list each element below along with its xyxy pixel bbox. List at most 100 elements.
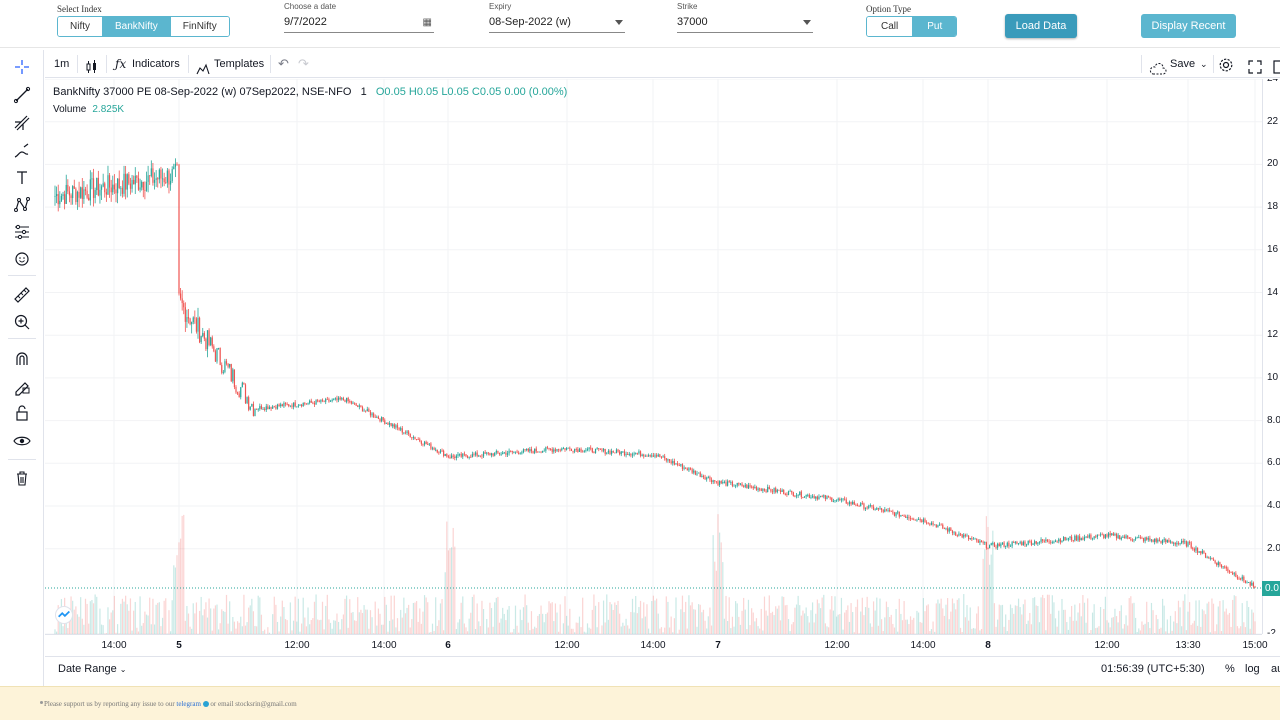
display-recent-button[interactable]: Display Recent [1141,14,1236,38]
candle-body [99,189,101,196]
ruler-icon[interactable] [12,285,32,305]
candle-body [826,496,828,500]
index-option-nifty[interactable]: Nifty [58,17,103,36]
magnet-icon[interactable] [12,349,32,369]
lock-icon[interactable] [12,403,32,423]
undo-icon[interactable]: ↶ [278,56,289,71]
templates-button[interactable]: Templates [214,58,265,70]
candle-body [1225,566,1227,569]
candle-body [803,496,806,498]
calendar-icon[interactable]: ▦ [422,17,432,28]
volume-bar [1037,605,1039,634]
strike-select[interactable]: 37000 [677,14,813,33]
candles-icon[interactable] [85,57,99,73]
price-tick-label: 18 [1267,201,1279,213]
chevron-down-icon[interactable]: ⌄ [1200,59,1208,69]
candle-body [693,470,695,473]
candle-body [593,452,595,454]
candle-body [449,456,451,459]
volume-bar [871,626,873,634]
volume-bar [1165,631,1167,634]
clock-timezone[interactable]: 01:56:39 (UTC+5:30) [1101,663,1205,675]
auto-toggle[interactable]: au [1271,663,1280,675]
volume-bar [813,622,815,634]
snapshot-icon[interactable] [1273,57,1280,74]
option-type-call[interactable]: Call [867,17,914,36]
crosshair-icon[interactable] [12,57,32,77]
volume-bar [635,596,637,634]
interval-button[interactable]: 1m [54,58,70,70]
volume-bar [297,598,299,634]
pattern-icon[interactable] [12,195,32,215]
candle-body [463,453,465,455]
volume-bar [781,596,783,634]
indicators-button[interactable]: Indicators [132,58,180,70]
index-option-finnifty[interactable]: FinNifty [170,17,229,36]
volume-bar [99,608,101,634]
volume-label[interactable]: Volume [53,104,87,115]
option-type-put[interactable]: Put [913,17,957,36]
candle-body [1185,541,1188,547]
text-icon[interactable] [12,168,32,188]
emoji-icon[interactable] [12,249,32,269]
volume-bar [129,598,132,634]
trend-line-icon[interactable] [12,85,32,105]
candle-body [455,455,457,458]
cloud-icon[interactable] [1149,58,1167,75]
index-option-banknifty[interactable]: BankNifty [103,17,171,36]
candle-body [685,467,687,469]
volume-bar [591,609,593,634]
time-axis[interactable]: 14:00 5 12:00 14:00 6 12:00 14:00 7 12:00 14:00 8 1… [45,634,1268,656]
trash-icon[interactable] [12,468,32,488]
volume-bar [92,603,95,634]
settings-gear-icon[interactable] [1218,56,1234,72]
volume-bar [435,597,437,634]
volume-bar [123,601,125,634]
templates-icon[interactable] [196,58,210,75]
lock-drawing-icon[interactable] [12,376,32,396]
candle-body [186,317,188,322]
date-input[interactable]: 9/7/2022 ▦ [284,14,434,33]
chart-pane[interactable]: BankNifty 37000 PE 08-Sep-2022 (w) 07Sep… [45,79,1262,634]
logo-icon[interactable] [55,606,73,624]
volume-bar [930,629,933,634]
candle-body [1233,573,1235,575]
fx-icon[interactable]: ƒx [115,57,127,71]
volume-bar [699,604,701,634]
prediction-icon[interactable] [12,222,32,242]
zoom-in-icon[interactable] [12,312,32,332]
fullscreen-icon[interactable] [1248,57,1262,74]
candle-body [580,448,582,452]
volume-bar [344,598,346,634]
save-button[interactable]: Save [1170,58,1196,70]
volume-bar [278,631,280,634]
volume-bar [454,546,456,634]
volume-bar [535,627,537,634]
symbol-title[interactable]: BankNifty 37000 PE 08-Sep-2022 (w) 07Sep… [53,86,352,98]
volume-bar [449,548,451,634]
volume-bar [165,598,167,634]
candle-body [1064,536,1066,540]
candle-body [810,497,812,498]
candle-body [866,507,868,509]
brush-icon[interactable] [12,141,32,161]
price-axis[interactable]: 24222018161412108.06.04.02.0-2 [1262,79,1280,634]
volume-bar [189,626,191,634]
price-tick-label: 10 [1267,371,1279,383]
volume-bar [502,607,504,634]
date-range-button[interactable]: Date Range ⌄ [58,663,126,675]
load-data-button[interactable]: Load Data [1005,14,1077,38]
volume-bar [313,601,316,634]
percent-toggle[interactable]: % [1225,663,1235,675]
volume-bar [334,620,336,634]
volume-bar [569,608,571,634]
candle-body [767,487,769,492]
volume-bar [387,631,389,634]
fib-tool-icon[interactable] [12,113,32,133]
expiry-select[interactable]: 08-Sep-2022 (w) [489,14,625,33]
log-toggle[interactable]: log [1245,663,1260,675]
telegram-link[interactable]: telegram [176,700,201,708]
volume-bar [611,604,613,634]
eye-icon[interactable] [12,431,32,451]
price-chart[interactable] [45,79,1262,634]
